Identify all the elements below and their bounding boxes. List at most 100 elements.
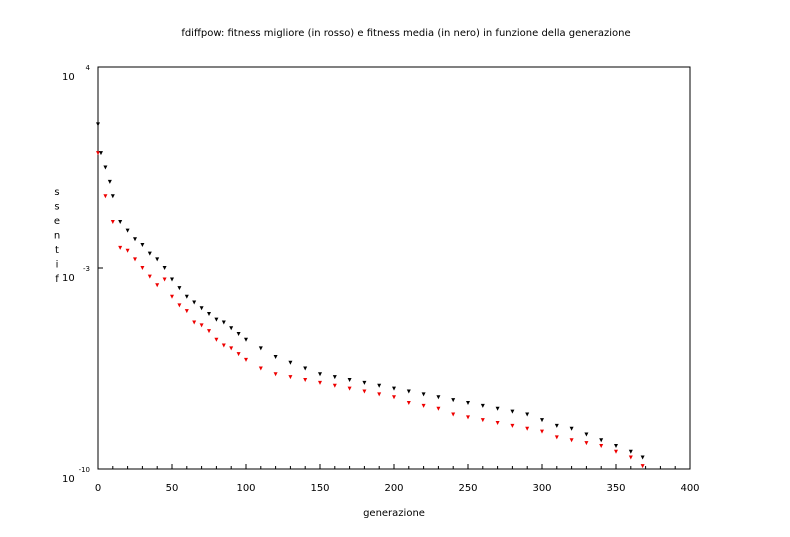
mean-fitness-point bbox=[466, 400, 470, 405]
mean-fitness-point bbox=[98, 151, 103, 156]
best-fitness-point bbox=[436, 406, 441, 411]
y-tick-base: 10 bbox=[62, 273, 75, 284]
mean-fitness-point bbox=[147, 251, 152, 256]
y-axis-label-letter: n bbox=[54, 231, 60, 242]
mean-fitness-point bbox=[569, 426, 574, 431]
best-fitness-point bbox=[162, 277, 167, 282]
mean-fitness-point bbox=[480, 403, 485, 408]
best-fitness-point bbox=[273, 372, 278, 377]
mean-fitness-point bbox=[318, 372, 322, 377]
best-fitness-point bbox=[140, 266, 145, 270]
best-fitness-point bbox=[614, 449, 618, 454]
mean-fitness-point bbox=[244, 337, 248, 342]
mean-fitness-point bbox=[554, 423, 559, 428]
mean-fitness-point bbox=[303, 366, 308, 371]
y-tick-base: 10 bbox=[62, 72, 75, 83]
y-axis-label-letter: s bbox=[54, 187, 59, 198]
best-fitness-point bbox=[103, 194, 108, 199]
best-fitness-point bbox=[288, 375, 293, 380]
y-axis-label-letter: i bbox=[56, 260, 59, 271]
mean-fitness-point bbox=[392, 386, 396, 391]
best-fitness-point bbox=[221, 343, 226, 348]
x-axis-label: generazione bbox=[363, 508, 425, 519]
mean-fitness-point bbox=[229, 326, 234, 331]
mean-fitness-point bbox=[421, 392, 426, 397]
best-fitness-point bbox=[510, 423, 515, 428]
mean-fitness-point bbox=[525, 412, 530, 417]
mean-fitness-point bbox=[614, 444, 618, 449]
best-fitness-point bbox=[347, 386, 352, 391]
best-fitness-point bbox=[303, 377, 308, 382]
mean-fitness-point bbox=[599, 438, 604, 443]
mean-fitness-point bbox=[495, 406, 500, 411]
best-fitness-point bbox=[192, 320, 197, 325]
best-fitness-point bbox=[584, 441, 589, 446]
x-axis: 0 50 100 150 200 250 300 350 400 bbox=[95, 464, 700, 494]
best-fitness-point bbox=[244, 357, 248, 362]
mean-fitness-point bbox=[540, 418, 544, 423]
chart-title: fdiffpow: fitness migliore (in rosso) e … bbox=[181, 28, 630, 39]
y-axis-label-letter: s bbox=[54, 202, 59, 213]
mean-fitness-point bbox=[332, 375, 337, 380]
best-fitness-point bbox=[118, 245, 123, 250]
x-tick-label: 250 bbox=[458, 483, 477, 494]
best-fitness-point bbox=[628, 455, 633, 460]
mean-fitness-point bbox=[640, 455, 645, 460]
mean-fitness-point bbox=[192, 300, 197, 305]
mean-fitness-point bbox=[177, 286, 182, 291]
best-fitness-point bbox=[451, 412, 456, 417]
best-fitness-point bbox=[133, 257, 137, 262]
best-fitness-point bbox=[554, 435, 559, 440]
mean-fitness-point bbox=[273, 355, 278, 360]
best-fitness-point bbox=[540, 429, 544, 434]
mean-fitness-point bbox=[155, 257, 160, 262]
best-fitness-point bbox=[362, 389, 367, 394]
best-fitness-point bbox=[125, 248, 130, 253]
y-tick-exponent: 4 bbox=[86, 64, 91, 72]
best-fitness-point bbox=[525, 426, 530, 431]
mean-fitness-point bbox=[236, 332, 241, 337]
best-fitness-point bbox=[236, 352, 241, 357]
best-fitness-point bbox=[96, 151, 100, 156]
mean-fitness-point bbox=[207, 311, 211, 316]
x-tick-label: 200 bbox=[384, 483, 403, 494]
best-fitness-point bbox=[110, 220, 115, 225]
plot-frame bbox=[97, 66, 691, 470]
x-tick-label: 350 bbox=[606, 483, 625, 494]
y-tick-base: 10 bbox=[62, 474, 75, 485]
mean-fitness-point bbox=[258, 346, 263, 351]
x-tick-label: 50 bbox=[166, 483, 179, 494]
best-fitness-point bbox=[258, 366, 263, 371]
mean-fitness-point bbox=[221, 320, 226, 325]
mean-fitness-point bbox=[406, 389, 411, 394]
best-fitness-point bbox=[480, 418, 485, 423]
best-fitness-point bbox=[332, 383, 337, 388]
x-tick-label: 0 bbox=[95, 483, 101, 494]
best-fitness-point bbox=[184, 309, 189, 314]
best-fitness-point bbox=[599, 444, 604, 449]
mean-fitness-point bbox=[107, 179, 112, 184]
y-axis-label-letter: f bbox=[55, 274, 59, 285]
mean-fitness-point bbox=[118, 220, 123, 225]
best-fitness-point bbox=[377, 392, 382, 397]
data-points bbox=[96, 122, 645, 469]
best-fitness-point bbox=[229, 346, 234, 351]
y-axis-label-letter: t bbox=[55, 245, 59, 256]
best-fitness-point bbox=[392, 395, 396, 400]
mean-fitness-point bbox=[184, 294, 189, 299]
mean-fitness-point bbox=[140, 243, 145, 248]
mean-fitness-point bbox=[125, 228, 130, 233]
y-tick-exponent: -3 bbox=[83, 265, 90, 273]
mean-fitness-point bbox=[214, 317, 219, 322]
mean-fitness-point bbox=[362, 380, 367, 385]
mean-fitness-point bbox=[96, 122, 100, 127]
y-axis-label-letter: e bbox=[54, 216, 60, 227]
best-fitness-point bbox=[177, 303, 182, 308]
best-fitness-point bbox=[466, 415, 470, 420]
mean-fitness-point bbox=[199, 306, 204, 311]
mean-fitness-point bbox=[628, 449, 633, 454]
best-fitness-point bbox=[170, 294, 174, 299]
best-fitness-point bbox=[406, 400, 411, 405]
x-tick-label: 150 bbox=[310, 483, 329, 494]
mean-fitness-point bbox=[510, 409, 515, 414]
